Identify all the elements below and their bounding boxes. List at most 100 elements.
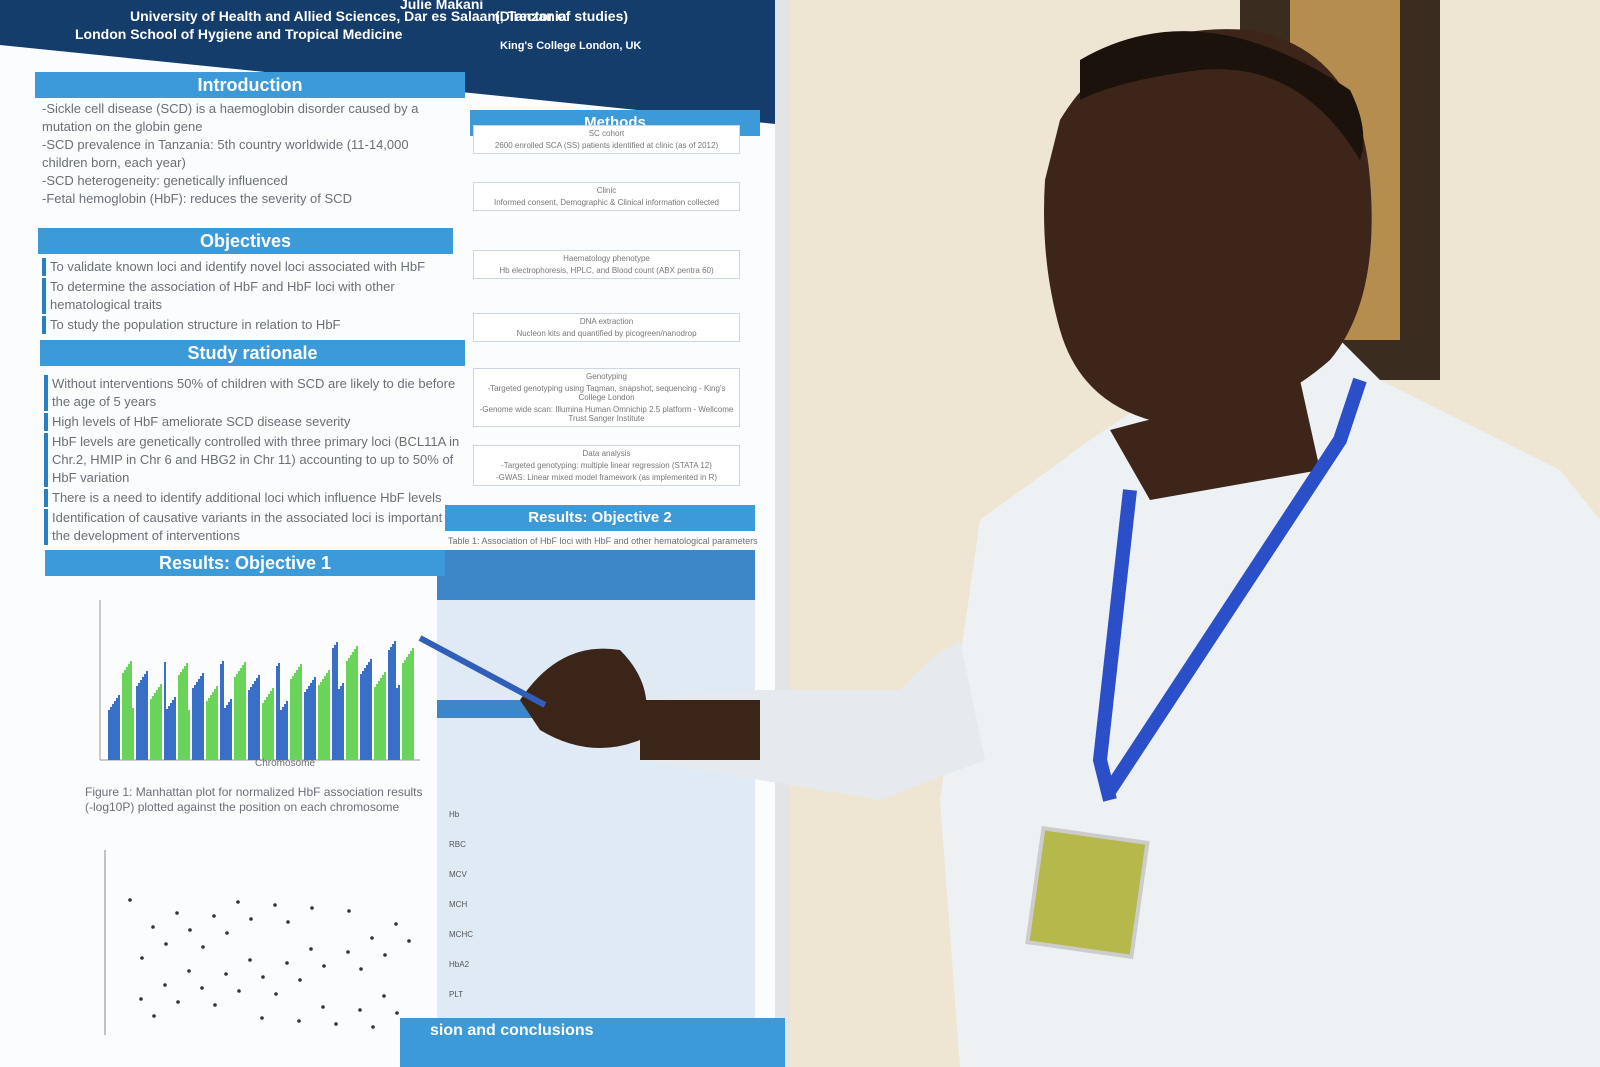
plot-strip <box>368 662 370 760</box>
plot-strip <box>320 682 322 760</box>
plot-strip <box>224 708 226 760</box>
section-title: Introduction <box>35 72 465 98</box>
rationale: Without interventions 50% of children wi… <box>44 375 462 411</box>
plot-strip <box>142 677 144 760</box>
scatter-dot <box>346 950 350 954</box>
header-line: King's College London, UK <box>500 40 642 52</box>
plot-strip <box>308 686 310 760</box>
plot-strip <box>304 692 306 760</box>
plot-strip <box>108 710 110 760</box>
plot-strip <box>354 649 356 760</box>
method-title: DNA extraction <box>579 317 634 326</box>
plot-strip <box>292 676 294 760</box>
plot-strip <box>152 696 154 760</box>
rationale: High levels of HbF ameliorate SCD diseas… <box>44 413 462 431</box>
scatter-dot <box>236 900 240 904</box>
plot-strip <box>180 672 182 760</box>
plot-strip <box>280 710 282 760</box>
scatter-dot <box>128 898 132 902</box>
plot-strip <box>200 676 202 760</box>
plot-strip <box>270 691 272 760</box>
scatter-dot <box>383 953 387 957</box>
plot-strip <box>390 647 392 760</box>
plot-strip <box>396 688 398 760</box>
plot-strip <box>276 666 278 760</box>
method-title: Clinic <box>596 186 617 195</box>
plot-strip <box>374 687 376 760</box>
plot-strip <box>266 697 268 760</box>
scatter-dot <box>298 978 302 982</box>
plot-strip <box>236 674 238 760</box>
scatter-dot <box>273 903 277 907</box>
scatter-dot <box>176 1000 180 1004</box>
section-title: sion and conclusions <box>400 1018 785 1067</box>
plot-strip <box>256 678 258 760</box>
plot-strip <box>268 694 270 760</box>
plot-strip <box>262 703 264 760</box>
plot-strip <box>394 641 396 760</box>
manhattan-plot <box>99 600 420 761</box>
scatter-dot <box>260 1016 264 1020</box>
study-rationale: Without interventions 50% of children wi… <box>44 375 462 547</box>
plot-strip <box>376 684 378 760</box>
scatter-dot <box>347 909 351 913</box>
scatter-dot <box>394 922 398 926</box>
plot-strip <box>228 702 230 760</box>
objective: To validate known loci and identify nove… <box>42 258 437 276</box>
author: Julie Makani <box>400 0 484 12</box>
method-title: SC cohort <box>588 129 625 138</box>
plot-strip <box>154 693 156 760</box>
plot-strip <box>136 686 138 760</box>
plot-strip <box>208 698 210 760</box>
plot-strip <box>168 706 170 760</box>
row-label: RBC <box>449 840 466 849</box>
method-text: 2600 enrolled SCA (SS) patients identifi… <box>494 141 719 150</box>
scatter-dot <box>175 911 179 915</box>
pen <box>418 635 547 708</box>
plot-strip <box>234 677 236 760</box>
scatter-dot <box>213 1003 217 1007</box>
table-caption: Table 1: Association of HbF loci with Hb… <box>448 536 758 546</box>
plot-strip <box>254 681 256 760</box>
method-step: Genotyping -Targeted genotyping using Taq… <box>473 368 740 427</box>
plot-strip <box>166 709 168 760</box>
plot-strip <box>290 679 292 760</box>
plot-strip <box>124 670 126 760</box>
method-text: Informed consent, Demographic & Clinical… <box>494 198 719 207</box>
plot-strip <box>324 676 326 760</box>
plot-strip <box>380 678 382 760</box>
scatter-dot <box>297 1019 301 1023</box>
scatter-dot <box>200 986 204 990</box>
plot-strip <box>194 685 196 760</box>
plot-strip <box>114 701 116 760</box>
plot-strip <box>170 703 172 760</box>
plot-strip <box>216 686 218 760</box>
scatter-dot <box>309 947 313 951</box>
header-line: University of Health and Allied Sciences… <box>130 8 567 24</box>
plot-strip <box>198 679 200 760</box>
plot-strip <box>172 700 174 760</box>
scatter-dot <box>139 997 143 1001</box>
plot-strip <box>186 663 188 760</box>
scatter-dot <box>334 1022 338 1026</box>
plot-strip <box>118 695 120 760</box>
section-title: Objectives <box>38 228 453 254</box>
scatter-dot <box>225 931 229 935</box>
plot-strip <box>132 708 134 760</box>
plot-strip <box>408 654 410 760</box>
method-step: Data analysis -Targeted genotyping: multi… <box>473 445 740 486</box>
plot-strip <box>384 672 386 760</box>
scatter-dot <box>188 928 192 932</box>
row-label: Hb <box>449 810 460 819</box>
plot-strip <box>184 666 186 760</box>
rationale: Identification of causative variants in … <box>44 509 462 545</box>
plot-strip <box>412 648 414 760</box>
objectives: To validate known loci and identify nove… <box>42 258 437 336</box>
plot-strip <box>326 673 328 760</box>
scatter-dot <box>237 989 241 993</box>
plot-strip <box>404 660 406 760</box>
plot-strip <box>348 658 350 760</box>
scatter-dot <box>371 1025 375 1029</box>
